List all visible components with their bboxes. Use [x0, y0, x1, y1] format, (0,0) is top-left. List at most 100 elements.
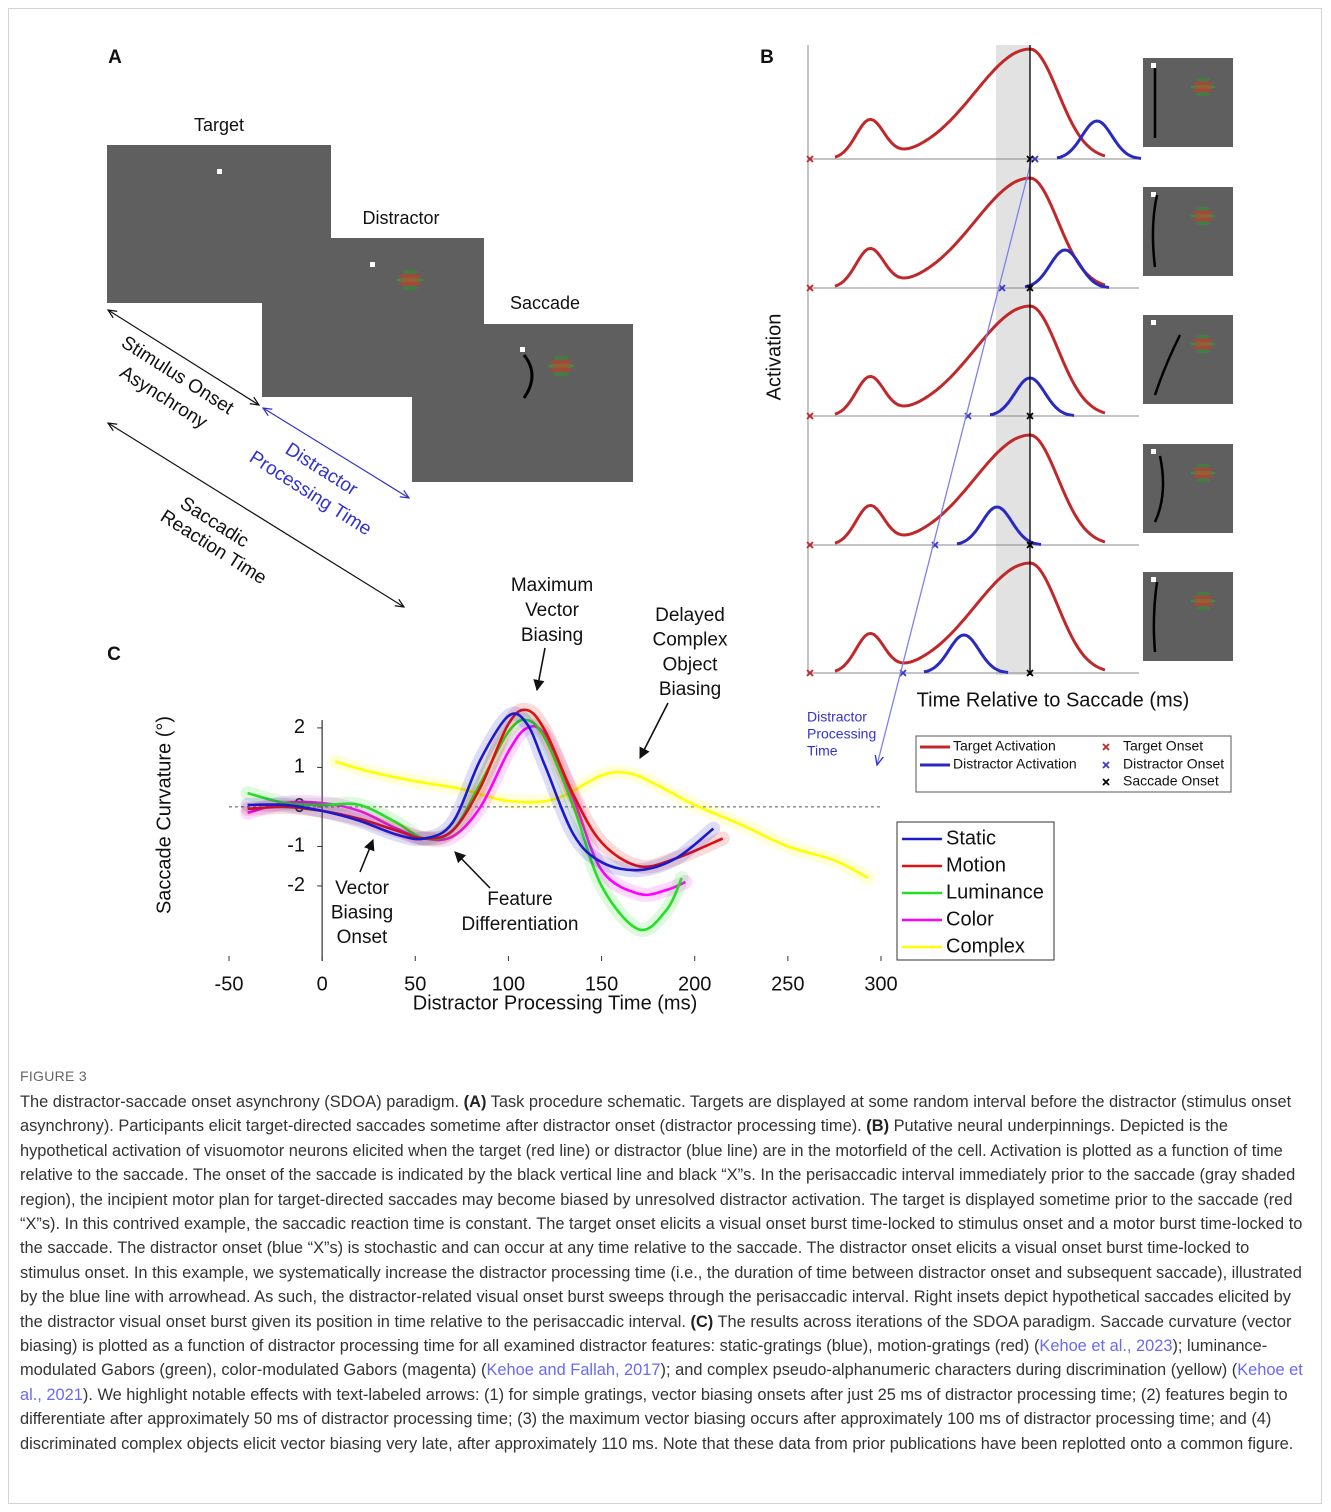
- y-tick-label: -1: [287, 835, 305, 857]
- distractor-activation: [923, 633, 1009, 674]
- gabor-band: [1193, 81, 1213, 86]
- gabor-band: [1193, 602, 1213, 607]
- target-activation: [834, 433, 1106, 545]
- caption-text: The distractor-saccade onset asynchrony …: [20, 1093, 464, 1111]
- fixation-dot: [520, 347, 525, 352]
- x-tick-label: 200: [678, 973, 711, 995]
- arrow-label: Time: [807, 743, 838, 759]
- gabor-band: [1195, 77, 1211, 82]
- gabor-core: [551, 364, 571, 368]
- gabor-band: [1195, 478, 1211, 483]
- panel-ref: (A): [463, 1093, 487, 1111]
- x-tick-label: 50: [404, 973, 426, 995]
- gabor-band: [1193, 345, 1213, 350]
- gabor-band: [399, 273, 421, 279]
- gabor-band: [1195, 591, 1211, 596]
- fixation-dot: [1151, 63, 1156, 68]
- inset: [1143, 187, 1233, 276]
- gabor-band: [1195, 606, 1211, 611]
- onset-marker: [1102, 761, 1110, 769]
- onset-marker: [806, 155, 814, 163]
- annotation-arrow: [533, 647, 546, 692]
- gabor-band: [1193, 88, 1213, 93]
- citation-link[interactable]: Kehoe et al., 2023: [1039, 1337, 1173, 1356]
- inset-saccade: [1153, 334, 1182, 396]
- caption-text: The results across iterations of the SDO…: [20, 1312, 1292, 1356]
- arrow: [108, 310, 259, 405]
- legend-box: [915, 735, 1232, 793]
- gabor-band: [1195, 206, 1211, 211]
- annotation-arrow: [359, 838, 375, 873]
- gabor-core: [1194, 599, 1212, 603]
- annotation: Biasing: [331, 903, 393, 924]
- onset-marker: [1102, 743, 1110, 751]
- saccade-path: [522, 354, 534, 399]
- gabor-band: [1195, 463, 1211, 468]
- perisaccadic-band: [996, 45, 1030, 675]
- legend-box: [896, 821, 1055, 961]
- gabor: [1190, 206, 1216, 226]
- gabor-band: [1195, 349, 1211, 354]
- target-activation: [834, 47, 1106, 159]
- gabor-band: [550, 359, 572, 365]
- gabor-band: [1195, 221, 1211, 226]
- y-tick-label: 2: [294, 716, 305, 738]
- fixation-dot: [1151, 192, 1156, 197]
- onset-marker: [998, 284, 1006, 292]
- inset: [1143, 58, 1233, 147]
- gabor-core: [400, 278, 420, 282]
- x-tick-label: 100: [492, 973, 525, 995]
- fixation-dot: [370, 262, 375, 267]
- gabor-band: [1193, 474, 1213, 479]
- annotation: Vector: [525, 600, 580, 621]
- onset-marker: [806, 284, 814, 292]
- onset-marker: [1102, 778, 1110, 786]
- gabor-band: [1195, 334, 1211, 339]
- series-line: [247, 718, 683, 932]
- y-tick-label: -2: [287, 874, 305, 896]
- annotation: Differentiation: [462, 914, 579, 935]
- caption: The distractor-saccade onset asynchrony …: [20, 1090, 1312, 1456]
- arrow-label: Distractor: [807, 709, 867, 725]
- fixation-dot: [217, 169, 222, 174]
- gabor-core: [1194, 342, 1212, 346]
- fixation-dot: [1151, 449, 1156, 454]
- caption-text: ). We highlight notable effects with tex…: [20, 1385, 1294, 1453]
- panel-label: A: [108, 47, 122, 68]
- legend-entry: Luminance: [946, 881, 1044, 903]
- legend-entry: Distractor Activation: [953, 756, 1077, 772]
- series-line: [247, 724, 686, 897]
- gabor: [1190, 463, 1216, 483]
- caption-text: ); luminance-modulated Gabors (green), c…: [20, 1337, 1268, 1380]
- y-tick-label: 1: [294, 756, 305, 778]
- gabor-band: [1195, 92, 1211, 97]
- inset-saccade: [1153, 455, 1165, 523]
- axis-label: Time Relative to Saccade (ms): [917, 689, 1190, 711]
- citation-link[interactable]: Kehoe et al., 2021: [20, 1361, 1303, 1404]
- annotation: Object: [663, 654, 719, 675]
- gabor: [1190, 77, 1216, 97]
- series-line: [334, 760, 869, 880]
- citation-link[interactable]: Kehoe and Fallah, 2017: [486, 1361, 661, 1380]
- panel-ref: (C): [690, 1312, 714, 1331]
- annotation: Biasing: [521, 625, 583, 646]
- annotation: Onset: [337, 927, 388, 948]
- annotation-arrow: [454, 851, 491, 889]
- gabor-band: [1193, 217, 1213, 222]
- distractor-activation: [989, 376, 1075, 417]
- fixation-dot: [1151, 577, 1156, 582]
- annotation: Maximum: [511, 575, 593, 596]
- screen-label: Target: [194, 115, 244, 135]
- arrow: [108, 423, 404, 607]
- x-tick-label: 250: [771, 973, 804, 995]
- x-tick-label: 0: [317, 973, 328, 995]
- legend-entry: Saccade Onset: [1123, 773, 1219, 789]
- screen-label: Distractor: [362, 208, 439, 228]
- gabor-core: [1194, 85, 1212, 89]
- legend-entry: Color: [946, 908, 994, 930]
- axis-label: Activation: [763, 314, 785, 401]
- caption-text: Task procedure schematic. Targets are di…: [20, 1093, 1292, 1136]
- onset-marker: [806, 669, 814, 677]
- gabor-band: [1193, 595, 1213, 600]
